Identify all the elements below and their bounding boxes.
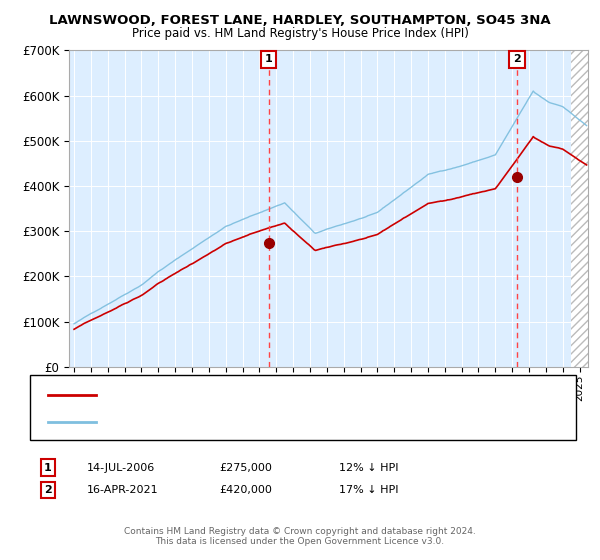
- Text: £275,000: £275,000: [219, 463, 272, 473]
- Text: 2: 2: [44, 485, 52, 495]
- Text: Contains HM Land Registry data © Crown copyright and database right 2024.
This d: Contains HM Land Registry data © Crown c…: [124, 526, 476, 546]
- Text: 17% ↓ HPI: 17% ↓ HPI: [339, 485, 398, 495]
- Text: Price paid vs. HM Land Registry's House Price Index (HPI): Price paid vs. HM Land Registry's House …: [131, 27, 469, 40]
- Text: LAWNSWOOD, FOREST LANE, HARDLEY, SOUTHAMPTON, SO45 3NA (detached house): LAWNSWOOD, FOREST LANE, HARDLEY, SOUTHAM…: [108, 390, 555, 399]
- Text: LAWNSWOOD, FOREST LANE, HARDLEY, SOUTHAMPTON, SO45 3NA: LAWNSWOOD, FOREST LANE, HARDLEY, SOUTHAM…: [49, 14, 551, 27]
- Text: £420,000: £420,000: [219, 485, 272, 495]
- Text: 2: 2: [513, 54, 521, 64]
- Text: 12% ↓ HPI: 12% ↓ HPI: [339, 463, 398, 473]
- Polygon shape: [571, 50, 588, 367]
- Text: 1: 1: [265, 54, 272, 64]
- Text: HPI: Average price, detached house, New Forest: HPI: Average price, detached house, New …: [108, 417, 359, 427]
- Text: 1: 1: [44, 463, 52, 473]
- Text: 14-JUL-2006: 14-JUL-2006: [87, 463, 155, 473]
- Text: 16-APR-2021: 16-APR-2021: [87, 485, 158, 495]
